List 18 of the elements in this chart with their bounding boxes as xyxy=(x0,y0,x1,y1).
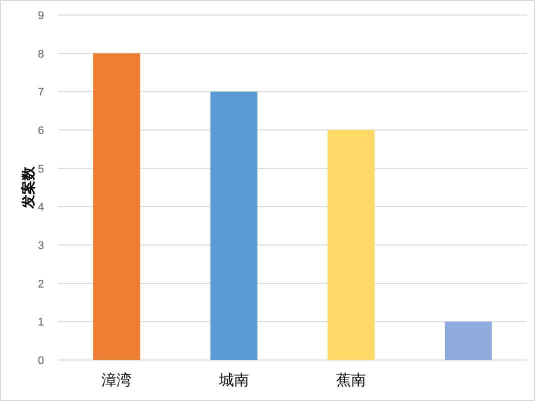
bar xyxy=(444,322,492,360)
y-tick-label: 2 xyxy=(38,278,44,290)
y-tick-label: 5 xyxy=(38,163,44,176)
y-tick-label: 1 xyxy=(38,316,44,329)
bar xyxy=(328,130,375,360)
x-tick-label: 蕉南 xyxy=(336,371,366,389)
bar xyxy=(93,53,140,360)
y-tick-label: 3 xyxy=(38,240,44,252)
y-tick-label: 8 xyxy=(38,48,44,60)
x-tick-label: 漳湾 xyxy=(102,371,132,389)
x-tick-label: 城南 xyxy=(218,371,249,389)
y-tick-label: 4 xyxy=(38,202,44,214)
y-axis-title: 发案数 xyxy=(20,166,37,210)
y-tick-label: 9 xyxy=(38,10,44,22)
y-tick-label: 6 xyxy=(38,125,44,137)
y-tick-label: 0 xyxy=(38,355,44,367)
y-tick-label: 7 xyxy=(38,86,44,99)
bar xyxy=(210,92,258,360)
